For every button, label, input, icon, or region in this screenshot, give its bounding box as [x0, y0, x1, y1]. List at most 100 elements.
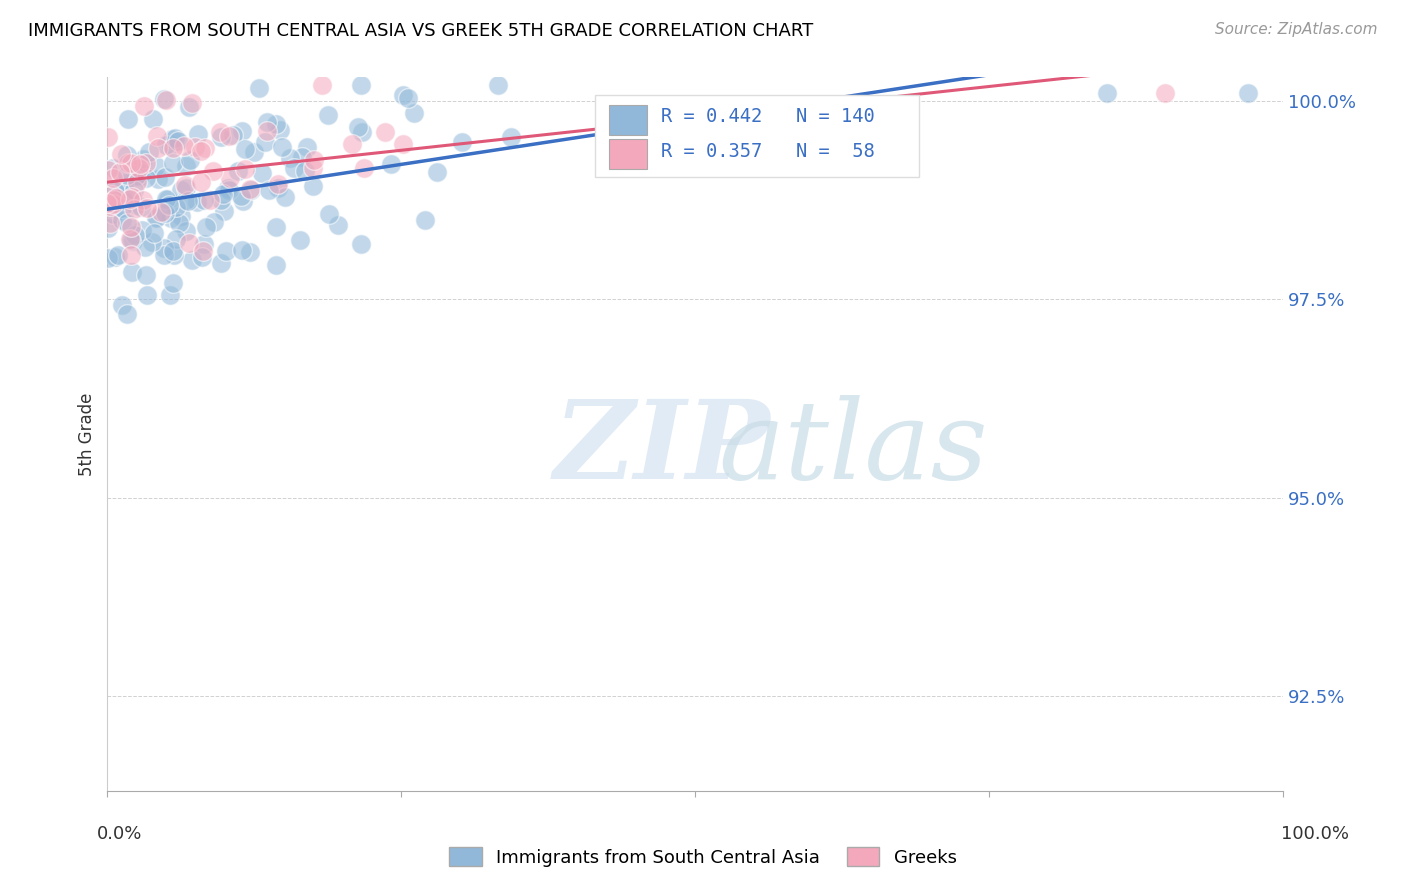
- Point: [264, 117, 287, 131]
- Text: Source: ZipAtlas.com: Source: ZipAtlas.com: [1215, 22, 1378, 37]
- Point: [115, 307, 138, 321]
- Point: [283, 161, 305, 175]
- Point: [209, 125, 232, 139]
- Point: [269, 123, 291, 137]
- Point: [193, 236, 215, 251]
- Point: [98, 216, 121, 230]
- Point: [166, 134, 188, 148]
- Point: [302, 153, 325, 168]
- Point: [136, 288, 159, 302]
- Point: [129, 169, 152, 184]
- Point: [104, 191, 127, 205]
- Point: [155, 93, 177, 107]
- FancyBboxPatch shape: [595, 95, 918, 178]
- Point: [120, 233, 142, 247]
- FancyBboxPatch shape: [609, 104, 647, 135]
- Point: [111, 192, 134, 206]
- Point: [392, 136, 415, 151]
- Point: [347, 120, 370, 134]
- Point: [160, 138, 183, 153]
- Point: [142, 112, 165, 126]
- Point: [98, 199, 121, 213]
- Text: ZIP: ZIP: [554, 395, 770, 502]
- Point: [135, 156, 157, 170]
- Point: [218, 183, 240, 197]
- Point: [165, 232, 187, 246]
- Text: IMMIGRANTS FROM SOUTH CENTRAL ASIA VS GREEK 5TH GRADE CORRELATION CHART: IMMIGRANTS FROM SOUTH CENTRAL ASIA VS GR…: [28, 22, 813, 40]
- Point: [163, 130, 186, 145]
- Point: [195, 219, 218, 234]
- Point: [152, 241, 174, 255]
- Point: [165, 200, 187, 214]
- Point: [380, 157, 402, 171]
- Point: [392, 88, 415, 103]
- Point: [187, 127, 209, 141]
- Point: [162, 244, 184, 258]
- Point: [318, 207, 340, 221]
- Point: [239, 183, 262, 197]
- Point: [170, 183, 193, 197]
- Point: [239, 182, 262, 196]
- Point: [112, 176, 135, 190]
- Point: [273, 190, 295, 204]
- Point: [150, 204, 173, 219]
- Point: [120, 248, 142, 262]
- Point: [122, 202, 145, 216]
- Point: [162, 132, 184, 146]
- Point: [115, 168, 138, 182]
- Text: R = 0.442   N = 140: R = 0.442 N = 140: [661, 107, 875, 126]
- Point: [1095, 87, 1118, 101]
- Point: [162, 276, 184, 290]
- Point: [155, 138, 177, 153]
- Point: [135, 202, 157, 216]
- Y-axis label: 5th Grade: 5th Grade: [79, 392, 96, 476]
- Point: [184, 140, 207, 154]
- Point: [264, 219, 287, 234]
- Point: [97, 221, 120, 235]
- Point: [198, 193, 221, 207]
- Point: [174, 224, 197, 238]
- Point: [111, 298, 134, 312]
- Point: [278, 151, 301, 165]
- Point: [145, 211, 167, 225]
- Point: [426, 165, 449, 179]
- Point: [267, 180, 290, 194]
- Point: [96, 251, 118, 265]
- Point: [104, 185, 127, 199]
- Point: [350, 78, 373, 93]
- Point: [190, 145, 212, 159]
- FancyBboxPatch shape: [609, 139, 647, 169]
- Point: [254, 135, 277, 149]
- Point: [141, 235, 163, 249]
- Point: [353, 161, 375, 176]
- Point: [115, 148, 138, 162]
- Point: [209, 256, 232, 270]
- Point: [374, 125, 396, 139]
- Point: [350, 125, 373, 139]
- Point: [104, 250, 127, 264]
- Point: [486, 78, 509, 93]
- Point: [174, 160, 197, 174]
- Point: [118, 232, 141, 246]
- Point: [146, 171, 169, 186]
- Point: [132, 153, 155, 167]
- Point: [231, 124, 253, 138]
- Point: [291, 150, 314, 164]
- Point: [124, 198, 146, 212]
- Point: [194, 141, 217, 155]
- Point: [128, 157, 150, 171]
- Point: [201, 163, 224, 178]
- Point: [162, 141, 184, 155]
- Point: [97, 130, 120, 145]
- Point: [131, 194, 153, 208]
- Point: [122, 183, 145, 197]
- Point: [120, 192, 142, 206]
- Point: [160, 211, 183, 225]
- Point: [120, 155, 142, 169]
- Point: [138, 145, 160, 159]
- Point: [146, 128, 169, 143]
- Point: [180, 253, 202, 268]
- Point: [247, 81, 270, 95]
- Point: [115, 216, 138, 230]
- Point: [179, 236, 201, 251]
